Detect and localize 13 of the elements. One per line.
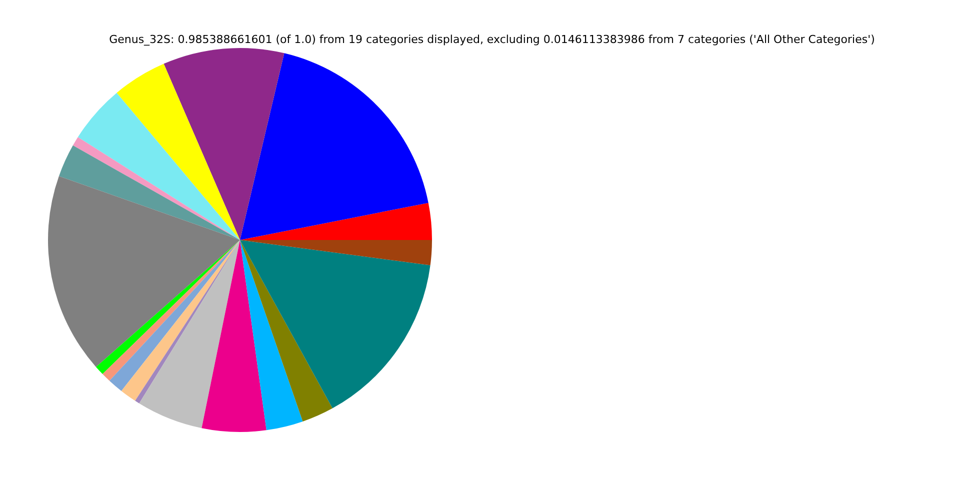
pie-slice xyxy=(240,202,432,240)
pie-slice xyxy=(116,64,240,240)
pie-slice xyxy=(240,240,332,422)
pie-slice xyxy=(48,176,240,367)
pie-slice xyxy=(164,48,284,240)
pie-slice xyxy=(240,240,303,430)
pie-slice xyxy=(139,240,240,428)
pie-slice xyxy=(202,240,266,432)
pie-slice xyxy=(78,92,240,240)
pie-slice xyxy=(240,240,432,266)
text: Genus_32S: 0.985388661601 (of 1.0) from 19 categories displayed, excluding 0.0146113383986 from 7 categories ('All Other Categories') xyxy=(109,32,875,46)
pie-slice xyxy=(240,240,430,408)
pie-slice xyxy=(240,53,428,240)
